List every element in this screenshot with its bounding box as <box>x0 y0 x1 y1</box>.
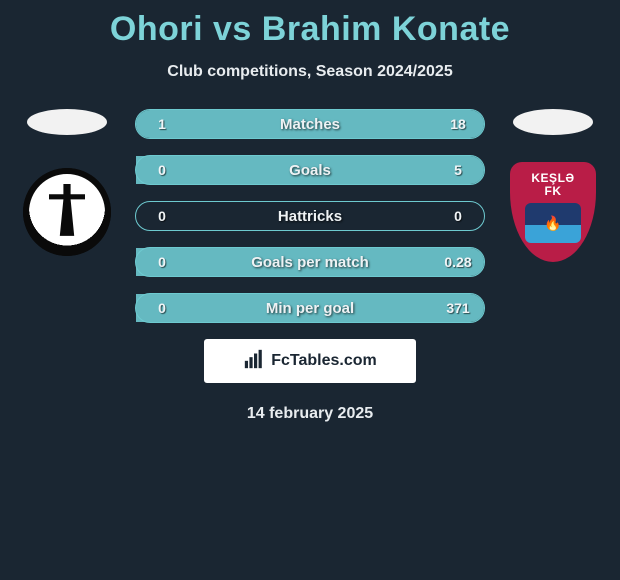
right-side: KEŞLƏ FK 🔥 <box>503 109 603 257</box>
derrick-icon <box>23 168 111 256</box>
stat-right-value: 0 <box>432 208 484 224</box>
stat-row: 0Hattricks0 <box>135 201 485 231</box>
footer-date: 14 february 2025 <box>0 405 620 423</box>
page-subtitle: Club competitions, Season 2024/2025 <box>0 63 620 81</box>
left-team-badge <box>22 167 112 257</box>
shield-text-line1: KEŞLƏ <box>531 172 574 185</box>
stat-row: 1Matches18 <box>135 109 485 139</box>
branding-box: FcTables.com <box>204 339 416 383</box>
stat-right-value: 371 <box>432 300 484 316</box>
stat-right-value: 5 <box>432 162 484 178</box>
stat-right-value: 18 <box>432 116 484 132</box>
left-flag <box>27 109 107 135</box>
shield-text-line2: FK <box>545 185 562 198</box>
shield-icon: KEŞLƏ FK 🔥 <box>510 162 596 262</box>
stat-right-value: 0.28 <box>432 254 484 270</box>
branding-text: FcTables.com <box>271 352 377 370</box>
right-team-badge: KEŞLƏ FK 🔥 <box>508 167 598 257</box>
stat-row: 0Goals5 <box>135 155 485 185</box>
left-side <box>17 109 117 257</box>
stat-row: 0Min per goal371 <box>135 293 485 323</box>
stat-row: 0Goals per match0.28 <box>135 247 485 277</box>
main-layout: 1Matches18 0Goals5 0Hattricks0 0Goals per m… <box>0 109 620 323</box>
right-flag <box>513 109 593 135</box>
page-title: Ohori vs Brahim Konate <box>0 0 620 49</box>
stats-column: 1Matches18 0Goals5 0Hattricks0 0Goals per m… <box>135 109 485 323</box>
bar-chart-icon <box>243 348 265 375</box>
shield-inner-icon: 🔥 <box>525 203 581 243</box>
